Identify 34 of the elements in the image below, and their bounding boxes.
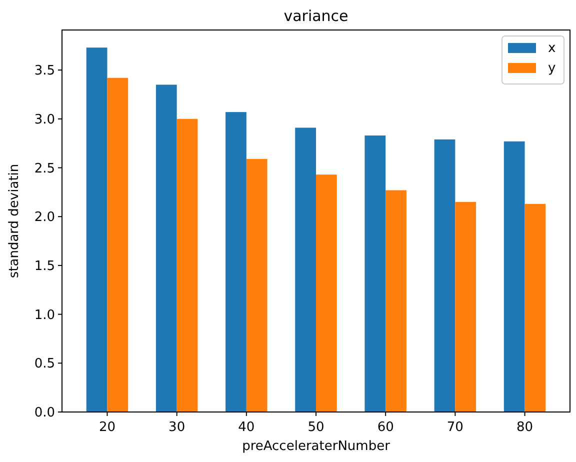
bar [107,78,128,412]
bar [504,141,525,412]
bar [226,112,246,412]
y-tick-label: 3.5 [34,64,55,79]
bar [455,202,476,412]
x-tick-label: 20 [98,420,116,435]
bar [524,204,546,412]
y-tick-label: 2.0 [34,210,55,226]
bar [434,139,456,412]
bar [316,174,337,412]
y-axis-title: standard deviatin [7,164,22,278]
x-tick-label: 30 [168,420,186,435]
chart-title: variance [284,7,348,25]
x-tick-label: 70 [446,420,464,435]
x-tick-label: 50 [308,420,324,435]
legend-label: x [548,41,556,56]
y-tick-label: 0.5 [34,356,55,372]
y-tick-label: 1.0 [34,308,55,323]
y-tick-label: 2.5 [34,161,55,176]
bar [156,84,177,412]
bar [295,128,316,412]
y-tick-label: 1.5 [34,259,55,274]
bar [246,158,268,412]
bar [176,118,198,412]
x-tick-label: 40 [238,420,255,435]
x-axis-title: preAcceleraterNumber [242,439,391,454]
y-tick-label: 3.0 [34,112,55,128]
bar [386,190,406,412]
bar [364,136,386,412]
legend-label: y [548,61,556,76]
x-tick-label: 60 [377,420,394,435]
bar [86,48,108,412]
y-tick-label: 0.0 [34,406,55,421]
x-tick-label: 80 [516,420,534,435]
